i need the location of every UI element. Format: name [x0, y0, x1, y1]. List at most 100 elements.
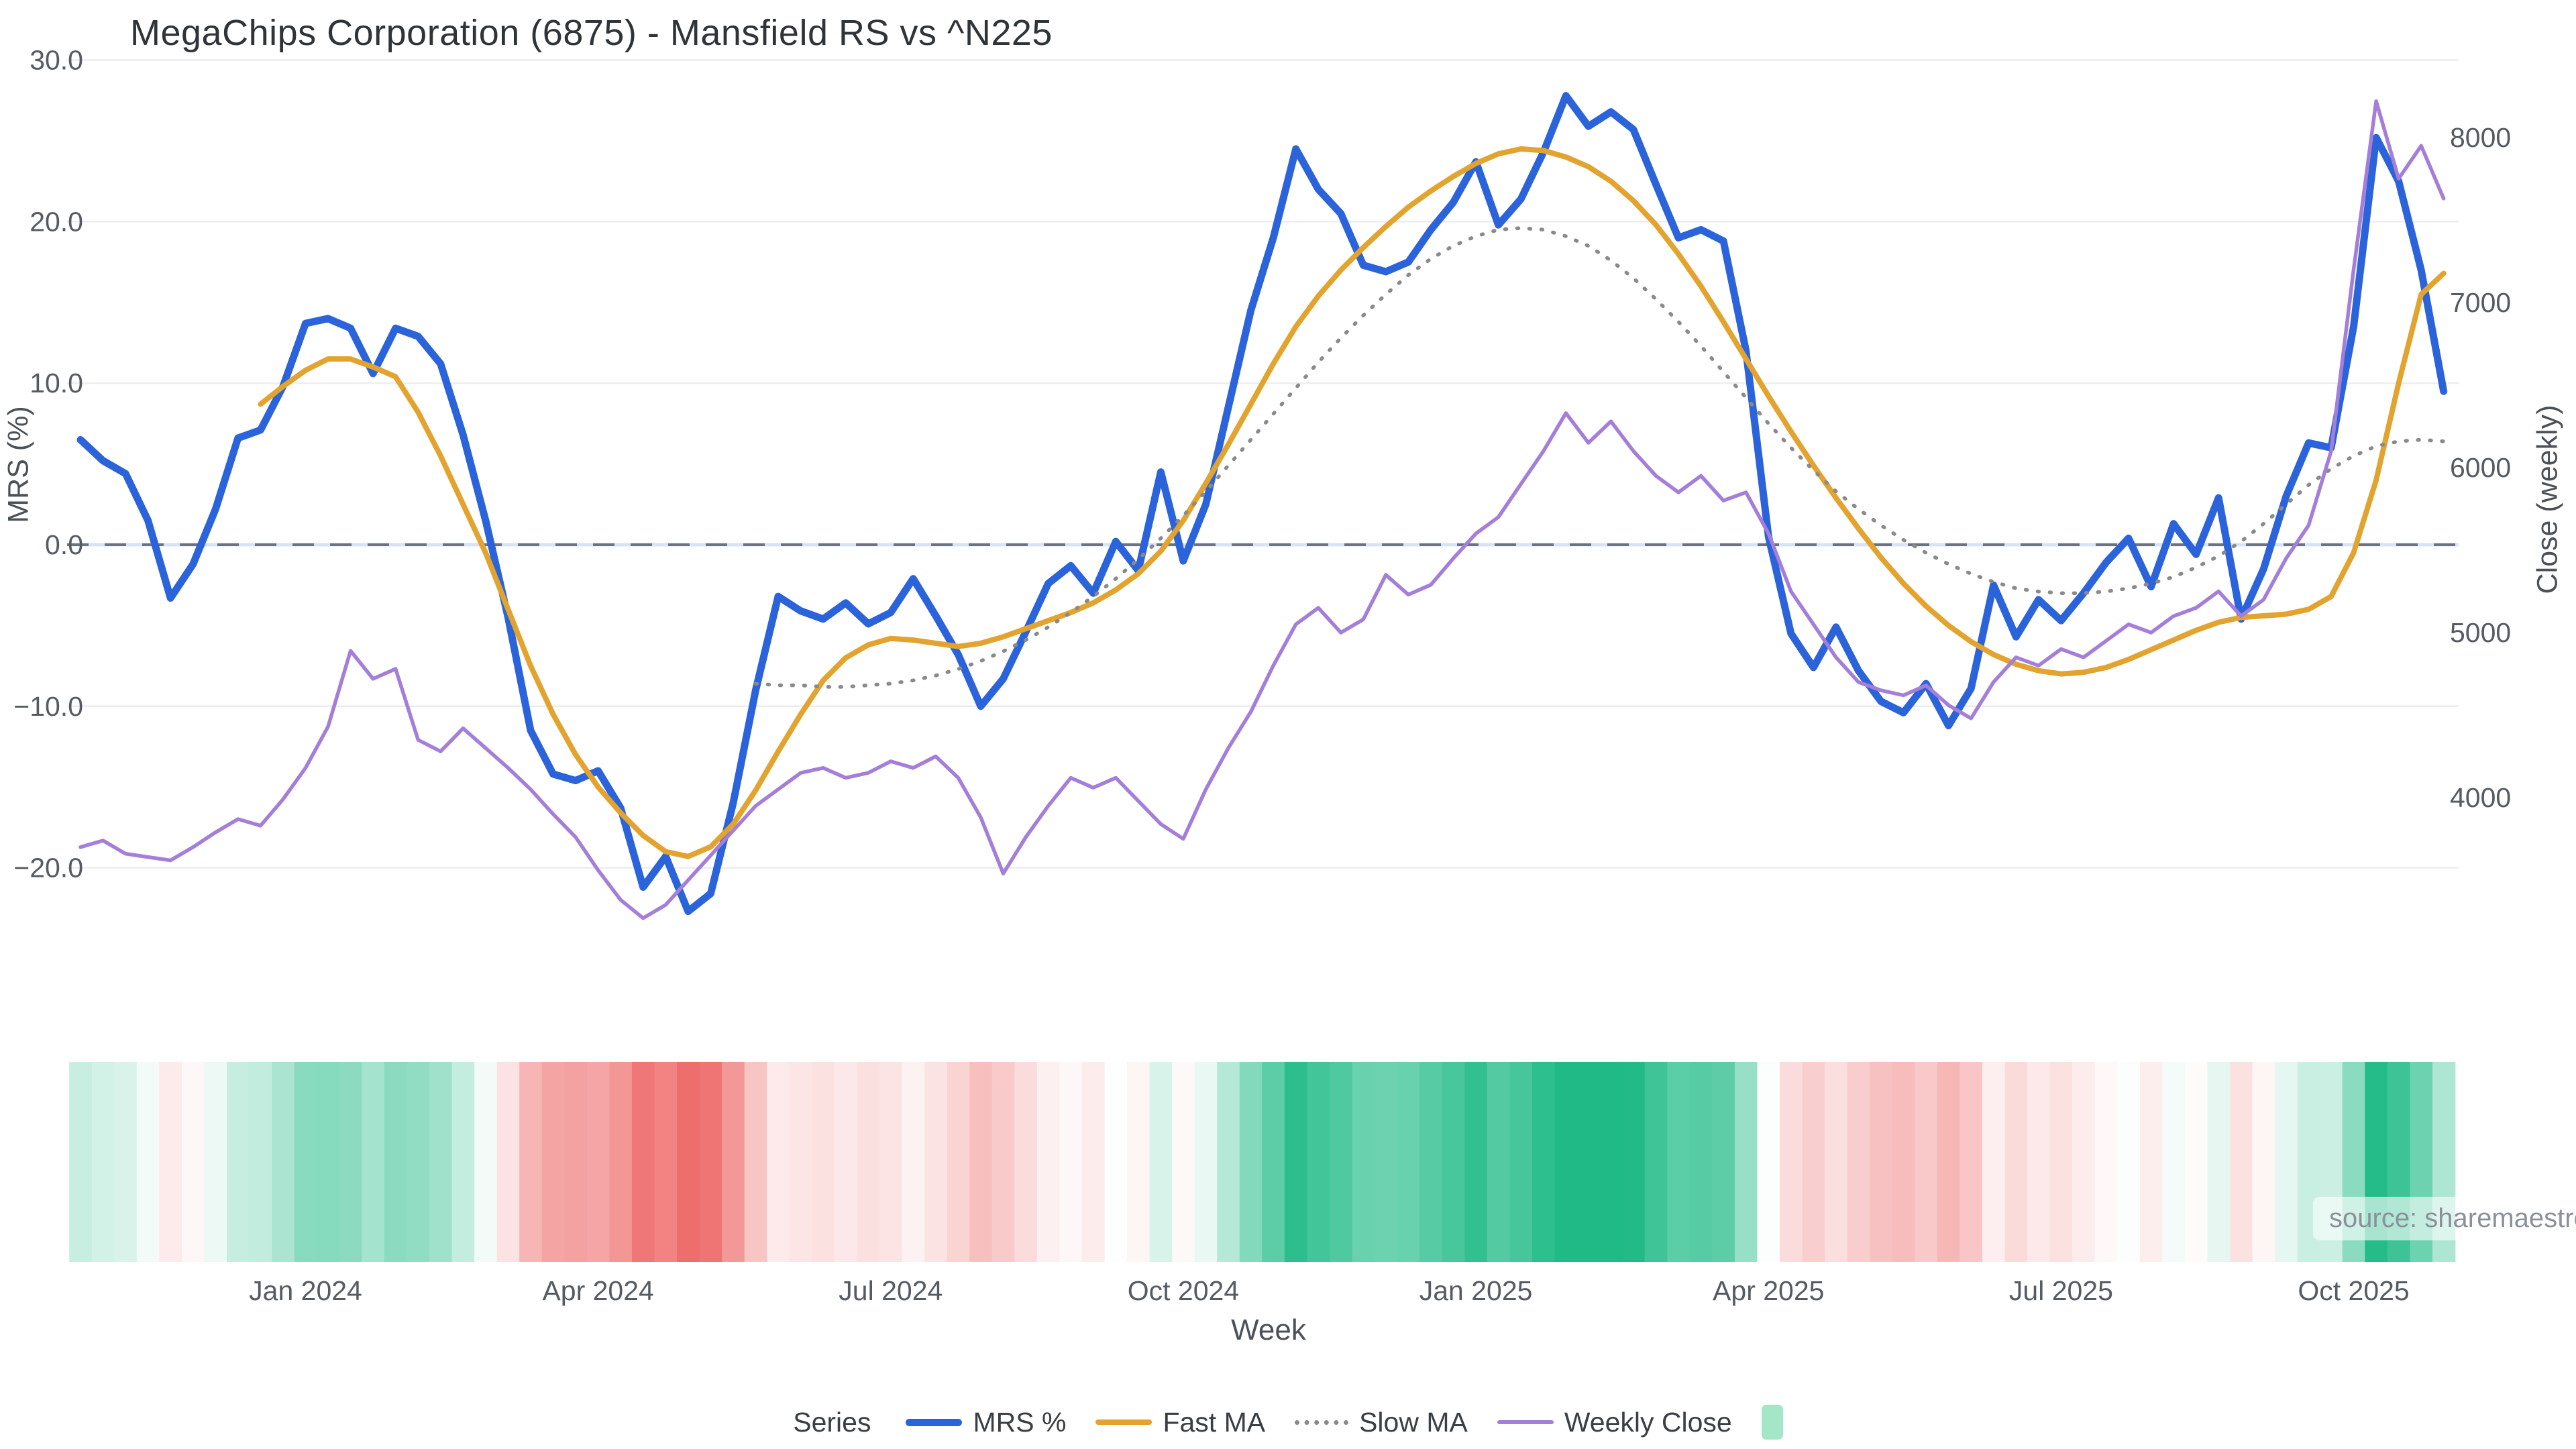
heatmap-cell[interactable]: [339, 1062, 363, 1262]
heatmap-cell[interactable]: [1599, 1062, 1623, 1262]
legend-item-weekly-close[interactable]: Weekly Close: [1497, 1407, 1732, 1438]
heatmap-cell[interactable]: [2275, 1062, 2298, 1262]
heatmap-cell[interactable]: [2004, 1062, 2028, 1262]
heatmap-cell[interactable]: [1149, 1062, 1173, 1262]
heatmap-cell[interactable]: [1419, 1062, 1443, 1262]
heatmap-cell[interactable]: [1487, 1062, 1511, 1262]
heatmap-cell[interactable]: [1802, 1062, 1825, 1262]
heatmap-cell[interactable]: [1014, 1062, 1038, 1262]
heatmap-cell[interactable]: [114, 1062, 138, 1262]
series-mrs-[interactable]: [76, 92, 2448, 916]
heatmap-cell[interactable]: [2230, 1062, 2253, 1262]
heatmap-cell[interactable]: [1172, 1062, 1195, 1262]
heatmap-cell[interactable]: [1960, 1062, 1983, 1262]
heatmap-cell[interactable]: [451, 1062, 475, 1262]
legend-item-slow-ma[interactable]: Slow MA: [1295, 1407, 1468, 1438]
heatmap-cell[interactable]: [1127, 1062, 1150, 1262]
heatmap-cell[interactable]: [1397, 1062, 1421, 1262]
heatmap-cell[interactable]: [1239, 1062, 1263, 1262]
heatmap-cell[interactable]: [1712, 1062, 1735, 1262]
heatmap-cell[interactable]: [2162, 1062, 2186, 1262]
heatmap-cell[interactable]: [586, 1062, 610, 1262]
heatmap-cell[interactable]: [429, 1062, 453, 1262]
heatmap-cell[interactable]: [1937, 1062, 1961, 1262]
heatmap-cell[interactable]: [2072, 1062, 2096, 1262]
heatmap-cell[interactable]: [1262, 1062, 1285, 1262]
heatmap-cell[interactable]: [362, 1062, 385, 1262]
heatmap-cell[interactable]: [2094, 1062, 2118, 1262]
legend-item-fast-ma[interactable]: Fast MA: [1095, 1407, 1265, 1438]
heatmap-cell[interactable]: [722, 1062, 745, 1262]
heatmap-cell[interactable]: [1059, 1062, 1083, 1262]
heatmap-cell[interactable]: [924, 1062, 948, 1262]
series-slow-ma[interactable]: [753, 226, 2446, 689]
series-fast-ma[interactable]: [258, 146, 2447, 859]
heatmap-cell[interactable]: [2049, 1062, 2073, 1262]
heatmap-cell[interactable]: [812, 1062, 835, 1262]
heatmap-cell[interactable]: [1825, 1062, 1848, 1262]
heatmap-cell[interactable]: [947, 1062, 971, 1262]
heatmap-cell[interactable]: [1194, 1062, 1218, 1262]
heatmap-cell[interactable]: [1104, 1062, 1128, 1262]
heatmap-cell[interactable]: [1847, 1062, 1871, 1262]
heatmap-cell[interactable]: [1036, 1062, 1061, 1262]
heatmap-cell[interactable]: [407, 1062, 430, 1262]
heatmap-cell[interactable]: [1667, 1062, 1690, 1262]
heatmap-cell[interactable]: [767, 1062, 790, 1262]
heatmap-cell[interactable]: [294, 1062, 318, 1262]
heatmap-cell[interactable]: [1734, 1062, 1758, 1262]
heatmap-cell[interactable]: [1577, 1062, 1601, 1262]
series-weekly-close[interactable]: [78, 99, 2446, 920]
heatmap-cell[interactable]: [1081, 1062, 1106, 1262]
heatmap-cell[interactable]: [969, 1062, 993, 1262]
heatmap-cell[interactable]: [474, 1062, 498, 1262]
heatmap-cell[interactable]: [1284, 1062, 1308, 1262]
heatmap-cell[interactable]: [1780, 1062, 1803, 1262]
heatmap-cell[interactable]: [834, 1062, 858, 1262]
heatmap-cell[interactable]: [204, 1062, 227, 1262]
heatmap-cell[interactable]: [2207, 1062, 2231, 1262]
heatmap-cell[interactable]: [1644, 1062, 1668, 1262]
heatmap-cell[interactable]: [181, 1062, 205, 1262]
heatmap-cell[interactable]: [2184, 1062, 2208, 1262]
heatmap-cell[interactable]: [564, 1062, 588, 1262]
heatmap-cell[interactable]: [496, 1062, 521, 1262]
legend-item-mrs-[interactable]: MRS %: [906, 1407, 1066, 1438]
heatmap-cell[interactable]: [857, 1062, 880, 1262]
heatmap-cell[interactable]: [677, 1062, 700, 1262]
heatmap-cell[interactable]: [1352, 1062, 1375, 1262]
heatmap-cell[interactable]: [1915, 1062, 1938, 1262]
heatmap-cell[interactable]: [69, 1062, 93, 1262]
heatmap-cell[interactable]: [136, 1062, 160, 1262]
heatmap-cell[interactable]: [1982, 1062, 2006, 1262]
heatmap-cell[interactable]: [1689, 1062, 1713, 1262]
heatmap-cell[interactable]: [1464, 1062, 1488, 1262]
heatmap-cell[interactable]: [1375, 1062, 1398, 1262]
heatmap-cell[interactable]: [1442, 1062, 1466, 1262]
heatmap-cell[interactable]: [631, 1062, 655, 1262]
heatmap-cell[interactable]: [1622, 1062, 1646, 1262]
heatmap-cell[interactable]: [1307, 1062, 1330, 1262]
heatmap-cell[interactable]: [1892, 1062, 1916, 1262]
heatmap-cell[interactable]: [1554, 1062, 1578, 1262]
heatmap-cell[interactable]: [227, 1062, 250, 1262]
heatmap-cell[interactable]: [2027, 1062, 2051, 1262]
heatmap-cell[interactable]: [902, 1062, 925, 1262]
heatmap-cell[interactable]: [384, 1062, 408, 1262]
heatmap-cell[interactable]: [91, 1062, 115, 1262]
heatmap-cell[interactable]: [1757, 1062, 1780, 1262]
heatmap-cell[interactable]: [1330, 1062, 1353, 1262]
heatmap-cell[interactable]: [1870, 1062, 1893, 1262]
heatmap-cell[interactable]: [541, 1062, 566, 1262]
heatmap-cell[interactable]: [519, 1062, 543, 1262]
heatmap-cell[interactable]: [249, 1062, 272, 1262]
heatmap-cell[interactable]: [2117, 1062, 2141, 1262]
heatmap-cell[interactable]: [654, 1062, 678, 1262]
heatmap-cell[interactable]: [699, 1062, 722, 1262]
heatmap-cell[interactable]: [789, 1062, 813, 1262]
heatmap-cell[interactable]: [159, 1062, 182, 1262]
heatmap-cell[interactable]: [744, 1062, 768, 1262]
legend-item-heatmap[interactable]: [1761, 1405, 1783, 1440]
heatmap-cell[interactable]: [2139, 1062, 2163, 1262]
heatmap-cell[interactable]: [991, 1062, 1016, 1262]
